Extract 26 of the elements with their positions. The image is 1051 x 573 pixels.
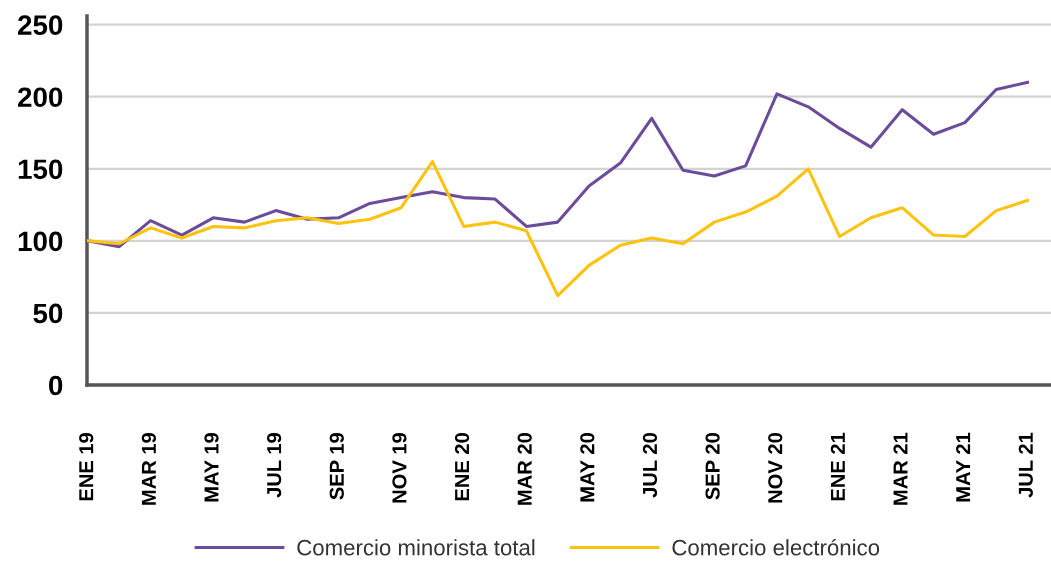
x-tick-label: ENE 20: [454, 433, 470, 501]
x-tick-label: MAR 19: [141, 432, 156, 505]
y-tick-label: 50: [33, 303, 63, 324]
legend-label: Comercio minorista total: [297, 539, 535, 556]
line-series: [87, 160, 1030, 298]
x-tick-label: SEP 20: [705, 433, 720, 500]
y-tick-label: 200: [18, 87, 63, 108]
x-tick-label: JUL 20: [642, 433, 658, 498]
x-tick-label: MAY 21: [956, 432, 971, 502]
legend-label: Comercio electrónico: [672, 538, 880, 556]
x-tick-label: NOV 20: [768, 433, 783, 503]
x-tick-label: NOV 19: [392, 432, 407, 503]
x-tick-label: MAY 19: [204, 432, 219, 502]
y-tick-label: 250: [18, 15, 63, 35]
x-tick-label: ENE 19: [79, 432, 94, 501]
y-tick-label: 0: [49, 375, 63, 396]
x-tick-label: MAY 20: [580, 433, 595, 502]
x-tick-label: JUL 21: [1018, 432, 1033, 498]
x-tick-label: JUL 19: [267, 432, 282, 498]
y-tick-label: 100: [18, 231, 63, 252]
x-tick-label: MAR 20: [517, 433, 532, 505]
x-tick-label: MAR 21: [893, 432, 908, 505]
line-series: [87, 80, 1030, 249]
y-tick-label: 150: [18, 159, 63, 180]
x-tick-label: SEP 19: [329, 432, 344, 500]
x-tick-label: ENE 21: [830, 432, 845, 501]
